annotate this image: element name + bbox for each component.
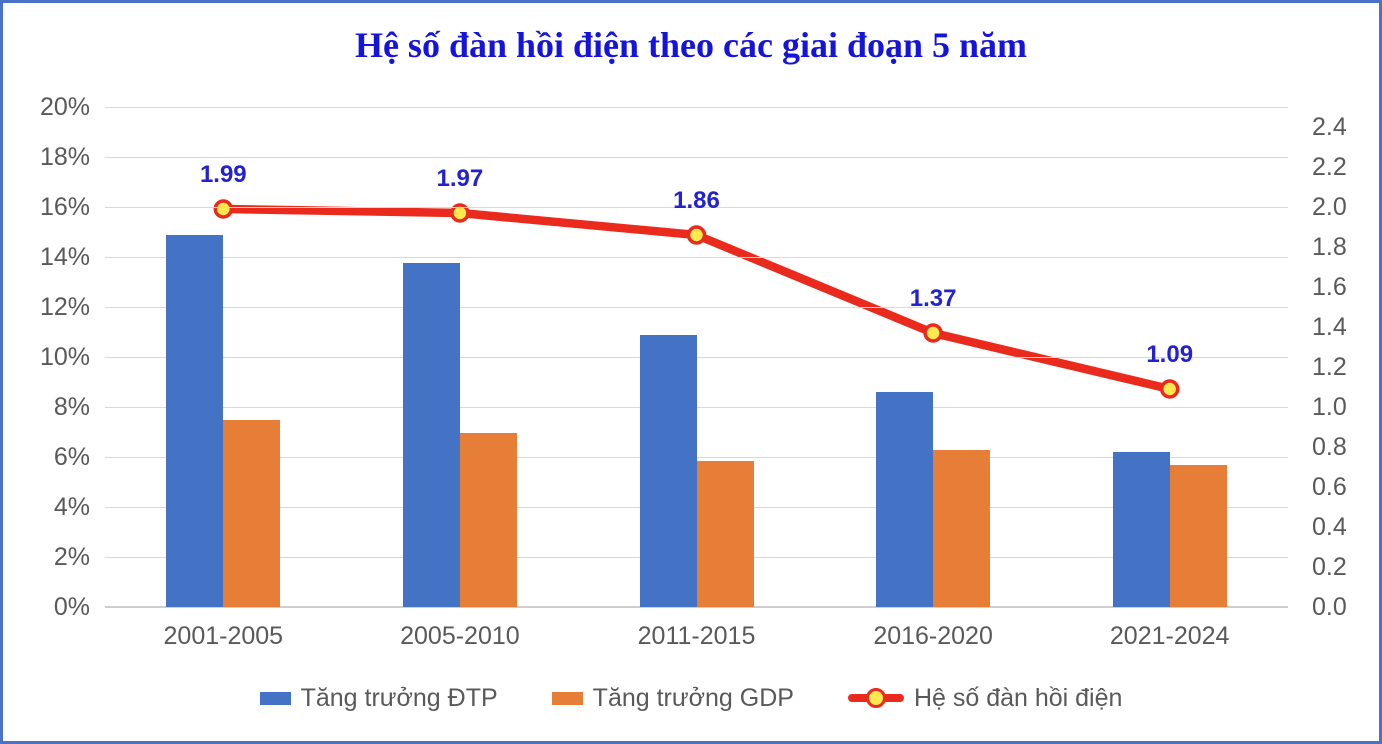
x-axis-label: 2016-2020 [873, 622, 993, 650]
y-axis-tick-right: 1.0 [1312, 393, 1347, 421]
y-axis-tick-right: 2.2 [1312, 153, 1347, 181]
bar-dtp [876, 392, 934, 607]
elasticity-marker [450, 203, 470, 223]
x-axis-label: 2011-2015 [637, 622, 756, 650]
bar-dtp [1112, 452, 1170, 607]
y-axis-tick-left: 10% [39, 343, 90, 371]
y-axis-tick-left: 4% [53, 493, 90, 521]
elasticity-marker [686, 225, 707, 245]
legend-label: Tăng trưởng ĐTP [300, 683, 498, 712]
legend-line-marker [847, 688, 904, 708]
bar-gdp [459, 432, 517, 607]
legend-item-elasticity: Hệ số đàn hồi điện [847, 683, 1123, 713]
bar-gdp [933, 450, 991, 607]
y-axis-tick-right: 0.8 [1312, 433, 1347, 461]
legend: Tăng trưởng ĐTP Tăng trưởng GDP Hệ số đàn … [3, 681, 1379, 715]
data-label: 1.99 [199, 161, 247, 188]
gridline [105, 156, 1288, 158]
bar-gdp [223, 419, 281, 607]
x-axis-label: 2001-2005 [163, 622, 284, 650]
data-label: 1.09 [1146, 341, 1194, 368]
y-axis-tick-left: 18% [39, 143, 90, 171]
y-axis-tick-right: 0.6 [1312, 473, 1347, 501]
gridline [105, 456, 1288, 458]
data-label: 1.86 [673, 187, 720, 214]
elasticity-marker [1159, 379, 1180, 399]
y-axis-tick-right: 1.6 [1312, 273, 1347, 301]
bar-dtp [402, 263, 460, 607]
elasticity-line [213, 199, 1180, 399]
gridline [105, 306, 1288, 308]
y-axis-tick-left: 16% [39, 193, 90, 221]
y-axis-tick-left: 12% [39, 293, 90, 321]
y-axis-tick-right: 1.8 [1312, 233, 1347, 261]
gridline [105, 406, 1288, 408]
gridline [105, 606, 1288, 608]
y-axis-tick-right: 1.4 [1312, 313, 1347, 341]
y-axis-tick-left: 8% [53, 393, 90, 421]
legend-label: Hệ số đàn hồi điện [913, 683, 1123, 712]
gridline [105, 256, 1288, 258]
bar-dtp [166, 234, 224, 607]
legend-label: Tăng trưởng GDP [592, 683, 794, 712]
elasticity-marker [923, 323, 943, 343]
legend-swatch [259, 691, 291, 705]
y-axis-tick-right: 0.2 [1312, 553, 1347, 581]
bar-dtp [639, 334, 697, 607]
bar-gdp [696, 460, 754, 607]
legend-marker-dot [865, 688, 886, 708]
data-label: 1.97 [436, 165, 484, 192]
y-axis-tick-right: 2.0 [1312, 193, 1347, 221]
y-axis-tick-left: 20% [39, 93, 90, 121]
legend-item-gdp: Tăng trưởng GDP [551, 683, 794, 713]
y-axis-tick-right: 1.2 [1312, 353, 1347, 381]
legend-swatch [551, 691, 583, 705]
y-axis-tick-left: 0% [53, 593, 90, 621]
y-axis-tick-right: 2.4 [1312, 113, 1347, 141]
x-axis-label: 2005-2010 [400, 622, 520, 650]
gridline [105, 356, 1288, 358]
chart-title: Hệ số đàn hồi điện theo các giai đoạn 5 … [354, 25, 1028, 65]
y-axis-tick-right: 0.0 [1312, 593, 1347, 621]
legend-item-dtp: Tăng trưởng ĐTP [259, 683, 498, 713]
elasticity-line-layer [105, 107, 1288, 607]
gridline [105, 106, 1288, 108]
bar-gdp [1169, 464, 1227, 607]
x-axis-label: 2021-2024 [1109, 622, 1230, 650]
y-axis-tick-left: 14% [39, 243, 90, 271]
gridline [105, 206, 1288, 208]
y-axis-tick-left: 2% [53, 543, 90, 571]
y-axis-tick-left: 6% [53, 443, 90, 471]
elasticity-marker [213, 199, 234, 219]
data-label: 1.37 [909, 285, 957, 312]
y-axis-tick-right: 0.4 [1312, 513, 1347, 541]
